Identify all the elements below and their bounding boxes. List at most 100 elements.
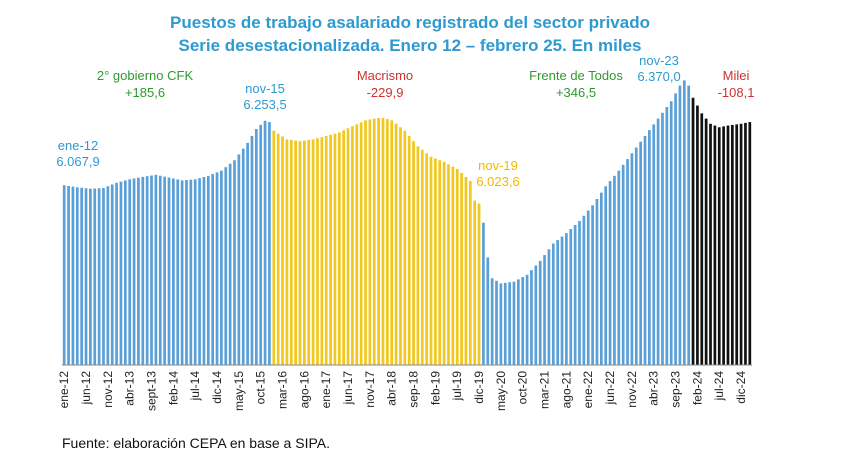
x-tick-label: dic-24 bbox=[734, 371, 748, 404]
bar bbox=[346, 128, 350, 365]
period-change: +346,5 bbox=[556, 85, 596, 100]
bar bbox=[473, 200, 477, 365]
bar bbox=[372, 118, 376, 365]
bar bbox=[337, 132, 341, 365]
period-name: Frente de Todos bbox=[529, 68, 623, 83]
point-value: 6.370,0 bbox=[637, 69, 680, 84]
bar bbox=[652, 124, 656, 366]
bar bbox=[307, 139, 311, 365]
bar bbox=[682, 80, 686, 365]
bar bbox=[93, 188, 97, 365]
bar bbox=[394, 123, 398, 365]
bar bbox=[512, 281, 516, 365]
bar bbox=[634, 147, 638, 365]
bar bbox=[739, 123, 743, 365]
bar bbox=[687, 85, 691, 366]
bar bbox=[468, 181, 472, 365]
bar bbox=[185, 180, 188, 365]
bar bbox=[316, 138, 319, 365]
x-tick-label: jul-14 bbox=[188, 371, 202, 402]
bar bbox=[700, 113, 704, 365]
bar bbox=[591, 205, 594, 365]
bar bbox=[451, 166, 455, 365]
bar bbox=[486, 257, 490, 365]
bar bbox=[115, 182, 118, 365]
bar bbox=[333, 133, 337, 365]
bar bbox=[586, 210, 590, 365]
bar bbox=[517, 279, 520, 365]
x-tick-label: jun-22 bbox=[603, 371, 617, 406]
x-tick-label: nov-17 bbox=[363, 371, 377, 408]
x-tick-label: jun-12 bbox=[79, 371, 93, 406]
bar bbox=[499, 283, 503, 365]
x-tick-label: may-15 bbox=[232, 371, 246, 411]
bar bbox=[119, 181, 123, 365]
bar bbox=[237, 154, 241, 365]
x-tick-label: jun-17 bbox=[341, 371, 355, 406]
bar bbox=[167, 177, 171, 365]
bar bbox=[71, 186, 75, 365]
x-tick-label: oct-20 bbox=[516, 371, 530, 405]
x-tick-label: abr-18 bbox=[385, 371, 399, 406]
bar bbox=[220, 170, 223, 365]
bar bbox=[429, 156, 433, 365]
bar bbox=[713, 125, 717, 365]
bar bbox=[599, 192, 603, 365]
bar bbox=[595, 198, 599, 365]
bar bbox=[730, 124, 734, 365]
period-change: -108,1 bbox=[718, 85, 755, 100]
bar bbox=[364, 120, 367, 365]
bar bbox=[613, 175, 616, 365]
chart-subtitle: Serie desestacionalizada. Enero 12 – feb… bbox=[179, 36, 642, 55]
x-tick-label: abr-13 bbox=[123, 371, 137, 406]
bar bbox=[460, 172, 463, 365]
x-tick-label: sept-13 bbox=[145, 371, 159, 411]
bar bbox=[176, 179, 180, 365]
bar bbox=[351, 126, 354, 365]
x-tick-label: ago-16 bbox=[297, 371, 311, 409]
bar bbox=[132, 178, 136, 365]
bar bbox=[442, 161, 446, 365]
bar bbox=[691, 97, 695, 365]
bar bbox=[206, 175, 210, 365]
bar bbox=[726, 125, 730, 365]
x-tick-label: feb-14 bbox=[166, 371, 180, 405]
bar bbox=[324, 135, 328, 365]
bar bbox=[704, 118, 708, 365]
bar bbox=[97, 188, 101, 365]
bar bbox=[276, 133, 280, 365]
bar bbox=[573, 225, 577, 365]
bar bbox=[303, 140, 306, 365]
bar bbox=[709, 123, 712, 365]
bar bbox=[106, 186, 110, 365]
bar bbox=[639, 141, 642, 365]
bar bbox=[75, 187, 79, 365]
period-change: -229,9 bbox=[367, 85, 404, 100]
point-value: 6.023,6 bbox=[476, 174, 519, 189]
bar bbox=[425, 153, 429, 365]
bar bbox=[490, 278, 494, 365]
bar bbox=[342, 130, 346, 365]
bar bbox=[263, 120, 267, 365]
x-tick-label: nov-12 bbox=[101, 371, 115, 408]
bar bbox=[399, 127, 402, 365]
bar bbox=[211, 174, 215, 365]
bar bbox=[643, 135, 647, 365]
period-name: Milei bbox=[723, 68, 750, 83]
bar bbox=[648, 130, 651, 365]
bar bbox=[748, 122, 752, 365]
x-tick-label: mar-21 bbox=[538, 371, 552, 409]
x-tick-label: jul-24 bbox=[712, 371, 726, 402]
bar bbox=[110, 184, 114, 365]
bar bbox=[626, 159, 629, 365]
bar bbox=[145, 176, 149, 365]
point-value: 6.067,9 bbox=[56, 154, 99, 169]
bar bbox=[503, 282, 507, 365]
x-tick-label: may-20 bbox=[494, 371, 508, 411]
bar bbox=[560, 236, 564, 365]
bar bbox=[329, 134, 332, 365]
period-change: +185,6 bbox=[125, 85, 165, 100]
bar bbox=[128, 179, 132, 365]
bar bbox=[416, 146, 420, 365]
